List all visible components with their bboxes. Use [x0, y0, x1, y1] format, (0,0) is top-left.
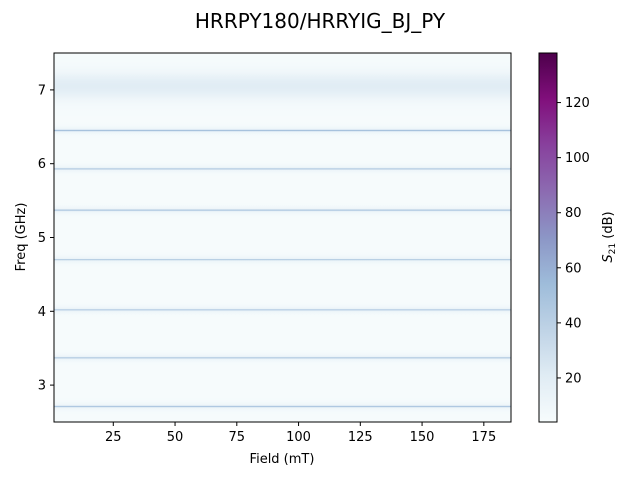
colorbar-ticks: 20 40 60 80 100 120: [557, 96, 590, 386]
heatmap: [54, 53, 511, 422]
y-axis-label: Freq (GHz): [14, 203, 29, 272]
y-tick-label: 7: [38, 83, 46, 98]
colorbar-label-main: S: [601, 254, 616, 262]
colorbar-label-unit: (dB): [601, 211, 616, 242]
colorbar-label-sub: 21: [608, 243, 618, 254]
colorbar-tick-label: 80: [565, 206, 582, 221]
x-tick-label: 150: [410, 430, 435, 445]
x-tick-label: 75: [229, 430, 246, 445]
x-axis-label: Field (mT): [250, 452, 315, 467]
colorbar: [538, 52, 558, 423]
x-tick-label: 100: [286, 430, 311, 445]
x-tick-label: 175: [471, 430, 496, 445]
colorbar-tick-label: 20: [565, 371, 582, 386]
x-tick-label: 25: [105, 430, 122, 445]
x-tick-label: 50: [167, 430, 184, 445]
x-axis-ticks: 25 50 75 100 125 150 175: [105, 422, 496, 445]
y-tick-label: 3: [38, 379, 46, 394]
colorbar-tick-label: 120: [565, 96, 590, 111]
y-axis-ticks: 3 4 5 6 7: [38, 83, 54, 394]
colorbar-label: S21 (dB): [601, 211, 618, 262]
y-tick-label: 4: [38, 305, 46, 320]
y-tick-label: 5: [38, 231, 46, 246]
heatmap-image: [54, 53, 511, 422]
x-tick-label: 125: [348, 430, 373, 445]
y-tick-label: 6: [38, 157, 46, 172]
chart-title: HRRPY180/HRRYIG_BJ_PY: [195, 9, 446, 33]
colorbar-tick-label: 60: [565, 261, 582, 276]
colorbar-tick-label: 100: [565, 151, 590, 166]
colorbar-tick-label: 40: [565, 316, 582, 331]
